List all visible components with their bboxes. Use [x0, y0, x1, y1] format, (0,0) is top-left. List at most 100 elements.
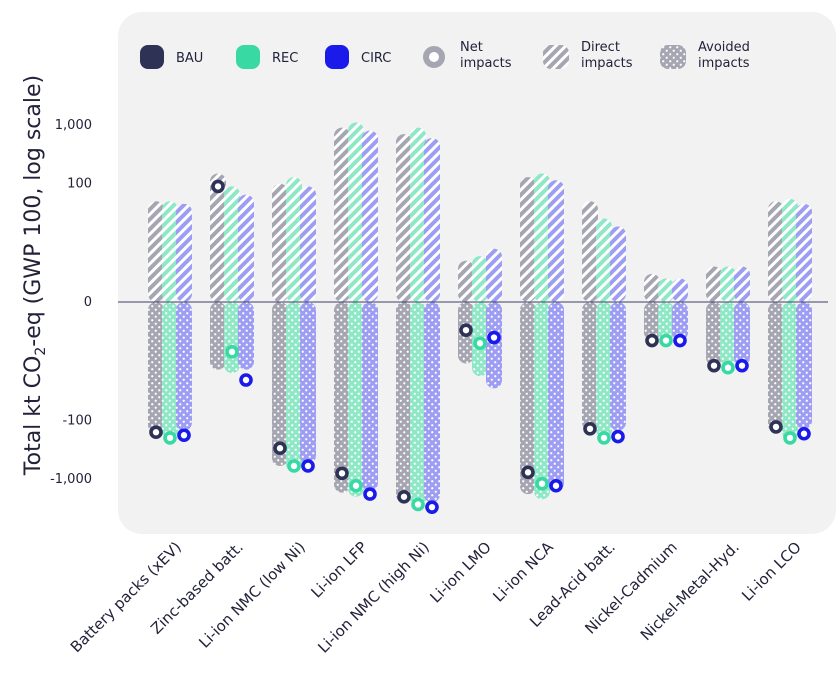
- y-tick-1-000: -1,000: [50, 472, 92, 487]
- legend: BAU REC CIRCNetimpactsDirectimpactsAvoided…: [140, 40, 750, 71]
- net-marker-li-ion-lmo-circ: [487, 330, 501, 345]
- bar-avoided-li-ion-nca-circ: [548, 302, 564, 492]
- bar-direct-battery-packs-xev-bau: [148, 201, 164, 302]
- bar-direct-lead-acid-batt-circ: [610, 226, 626, 302]
- bar-avoided-li-ion-nmc-low-ni-circ: [300, 302, 316, 464]
- bar-avoided-li-ion-lfp-bau: [334, 302, 350, 493]
- net-impact-markers: [149, 179, 811, 514]
- category-label-battery-packs-xev: Battery packs (xEV): [67, 538, 185, 656]
- bar-avoided-zinc-based-batt-rec: [224, 302, 240, 374]
- legend-item-circ: CIRC: [325, 45, 391, 69]
- bar-direct-battery-packs-xev-circ: [176, 203, 192, 302]
- bar-direct-li-ion-lco-rec: [782, 198, 798, 302]
- bar-avoided-li-ion-nca-bau: [520, 302, 536, 495]
- net-marker-battery-packs-xev-rec: [163, 431, 177, 445]
- y-tick-100: 100: [67, 177, 92, 192]
- net-marker-li-ion-lco-circ: [797, 426, 811, 441]
- net-marker-li-ion-lfp-bau: [335, 466, 349, 481]
- legend-label-direct-1: Direct: [581, 40, 620, 55]
- bar-direct-lead-acid-batt-bau: [582, 201, 598, 302]
- legend-label-net-2: impacts: [460, 56, 512, 71]
- bar-direct-nickel-metal-hyd-rec: [720, 266, 736, 302]
- bar-direct-li-ion-lco-circ: [796, 203, 812, 302]
- net-marker-nickel-metal-hyd-circ: [735, 358, 749, 373]
- legend-label-bau: BAU: [176, 51, 203, 66]
- bar-avoided-nickel-metal-hyd-bau: [706, 302, 722, 366]
- y-axis-label: Total kt CO2-eq (GWP 100, log scale): [21, 75, 49, 476]
- y-tick-0: 0: [84, 295, 92, 310]
- bar-direct-nickel-cadmium-bau: [644, 273, 660, 302]
- category-label-li-ion-nmc-low-ni: Li-ion NMC (low Ni): [195, 538, 308, 651]
- legend-label-circ: CIRC: [361, 51, 391, 66]
- bar-direct-li-ion-nca-rec: [534, 173, 550, 302]
- net-marker-nickel-cadmium-circ: [673, 333, 687, 348]
- bar-direct-li-ion-lmo-circ: [486, 248, 502, 302]
- bar-direct-zinc-based-batt-rec: [224, 186, 240, 302]
- bar-avoided-nickel-cadmium-rec: [658, 302, 674, 341]
- category-label-li-ion-nca: Li-ion NCA: [489, 538, 557, 606]
- legend-hatch-swatch: [543, 45, 569, 69]
- bar-direct-li-ion-nmc-low-ni-rec: [286, 177, 302, 302]
- bar-avoided-nickel-metal-hyd-rec: [720, 302, 736, 366]
- bar-avoided-nickel-cadmium-bau: [644, 302, 660, 341]
- bar-avoided-nickel-metal-hyd-circ: [734, 302, 750, 366]
- bar-avoided-li-ion-nmc-high-ni-bau: [396, 302, 412, 503]
- net-marker-li-ion-nca-bau: [521, 465, 535, 480]
- bar-avoided-li-ion-lfp-circ: [362, 302, 378, 492]
- net-marker-zinc-based-batt-bau: [211, 179, 225, 194]
- y-tick-1-000: 1,000: [55, 118, 92, 133]
- bar-avoided-li-ion-lco-bau: [768, 302, 784, 433]
- y-axis-ticks: 1,000 100 0 -100 -1,000: [50, 118, 92, 487]
- legend-dots-swatch: [660, 45, 686, 69]
- net-marker-lead-acid-batt-rec: [597, 431, 611, 445]
- category-label-li-ion-lmo: Li-ion LMO: [426, 538, 494, 606]
- net-marker-li-ion-lmo-rec: [473, 336, 487, 351]
- bar-direct-li-ion-nmc-high-ni-bau: [396, 134, 412, 302]
- net-marker-li-ion-nmc-high-ni-circ: [425, 500, 439, 514]
- bar-direct-li-ion-lmo-bau: [458, 260, 474, 302]
- net-marker-nickel-metal-hyd-rec: [721, 360, 735, 375]
- legend-label-net-1: Net: [460, 40, 483, 55]
- net-marker-li-ion-lmo-bau: [459, 323, 473, 337]
- legend-swatch-circ: [325, 45, 349, 69]
- net-marker-li-ion-nmc-low-ni-rec: [287, 459, 301, 473]
- category-label-li-ion-lco: Li-ion LCO: [738, 538, 805, 605]
- net-marker-lead-acid-batt-bau: [583, 422, 597, 436]
- bar-direct-li-ion-nca-bau: [520, 177, 536, 302]
- bar-avoided-zinc-based-batt-circ: [238, 302, 254, 370]
- bar-avoided-lead-acid-batt-bau: [582, 302, 598, 431]
- bar-avoided-li-ion-nca-rec: [534, 302, 550, 500]
- bar-direct-li-ion-nmc-low-ni-bau: [272, 183, 288, 302]
- bar-avoided-lead-acid-batt-rec: [596, 302, 612, 438]
- bar-direct-lead-acid-batt-rec: [596, 218, 612, 302]
- bar-avoided-lead-acid-batt-circ: [610, 302, 626, 431]
- bar-avoided-li-ion-nmc-low-ni-rec: [286, 302, 302, 472]
- bar-direct-li-ion-nmc-low-ni-circ: [300, 186, 316, 302]
- bar-avoided-li-ion-lco-circ: [796, 302, 812, 429]
- legend-swatch-rec: [236, 45, 260, 69]
- net-marker-nickel-cadmium-rec: [659, 333, 673, 348]
- bar-direct-battery-packs-xev-rec: [162, 201, 178, 302]
- y-tick-100: -100: [62, 413, 92, 428]
- bar-direct-li-ion-lco-bau: [768, 201, 784, 302]
- bar-direct-li-ion-lfp-circ: [362, 130, 378, 302]
- net-marker-nickel-metal-hyd-bau: [707, 358, 721, 373]
- bar-direct-li-ion-lmo-rec: [472, 256, 488, 302]
- net-marker-li-ion-lfp-rec: [349, 478, 363, 493]
- bar-direct-li-ion-nmc-high-ni-circ: [424, 138, 440, 302]
- bar-avoided-li-ion-nmc-low-ni-bau: [272, 302, 288, 466]
- legend-item-rec: REC: [236, 45, 298, 69]
- bar-avoided-battery-packs-xev-bau: [148, 302, 164, 434]
- legend-label-direct-2: impacts: [581, 56, 633, 71]
- bar-direct-zinc-based-batt-circ: [238, 194, 254, 302]
- bar-avoided-li-ion-nmc-high-ni-rec: [410, 302, 426, 508]
- net-marker-zinc-based-batt-rec: [225, 345, 239, 359]
- net-marker-li-ion-lfp-circ: [363, 487, 377, 501]
- bar-direct-zinc-based-batt-bau: [210, 173, 226, 302]
- legend-ring-icon: [423, 46, 445, 68]
- net-marker-li-ion-nmc-high-ni-bau: [397, 489, 411, 504]
- net-marker-li-ion-nca-circ: [549, 478, 563, 493]
- bars: [148, 122, 812, 508]
- bar-direct-nickel-cadmium-circ: [672, 278, 688, 302]
